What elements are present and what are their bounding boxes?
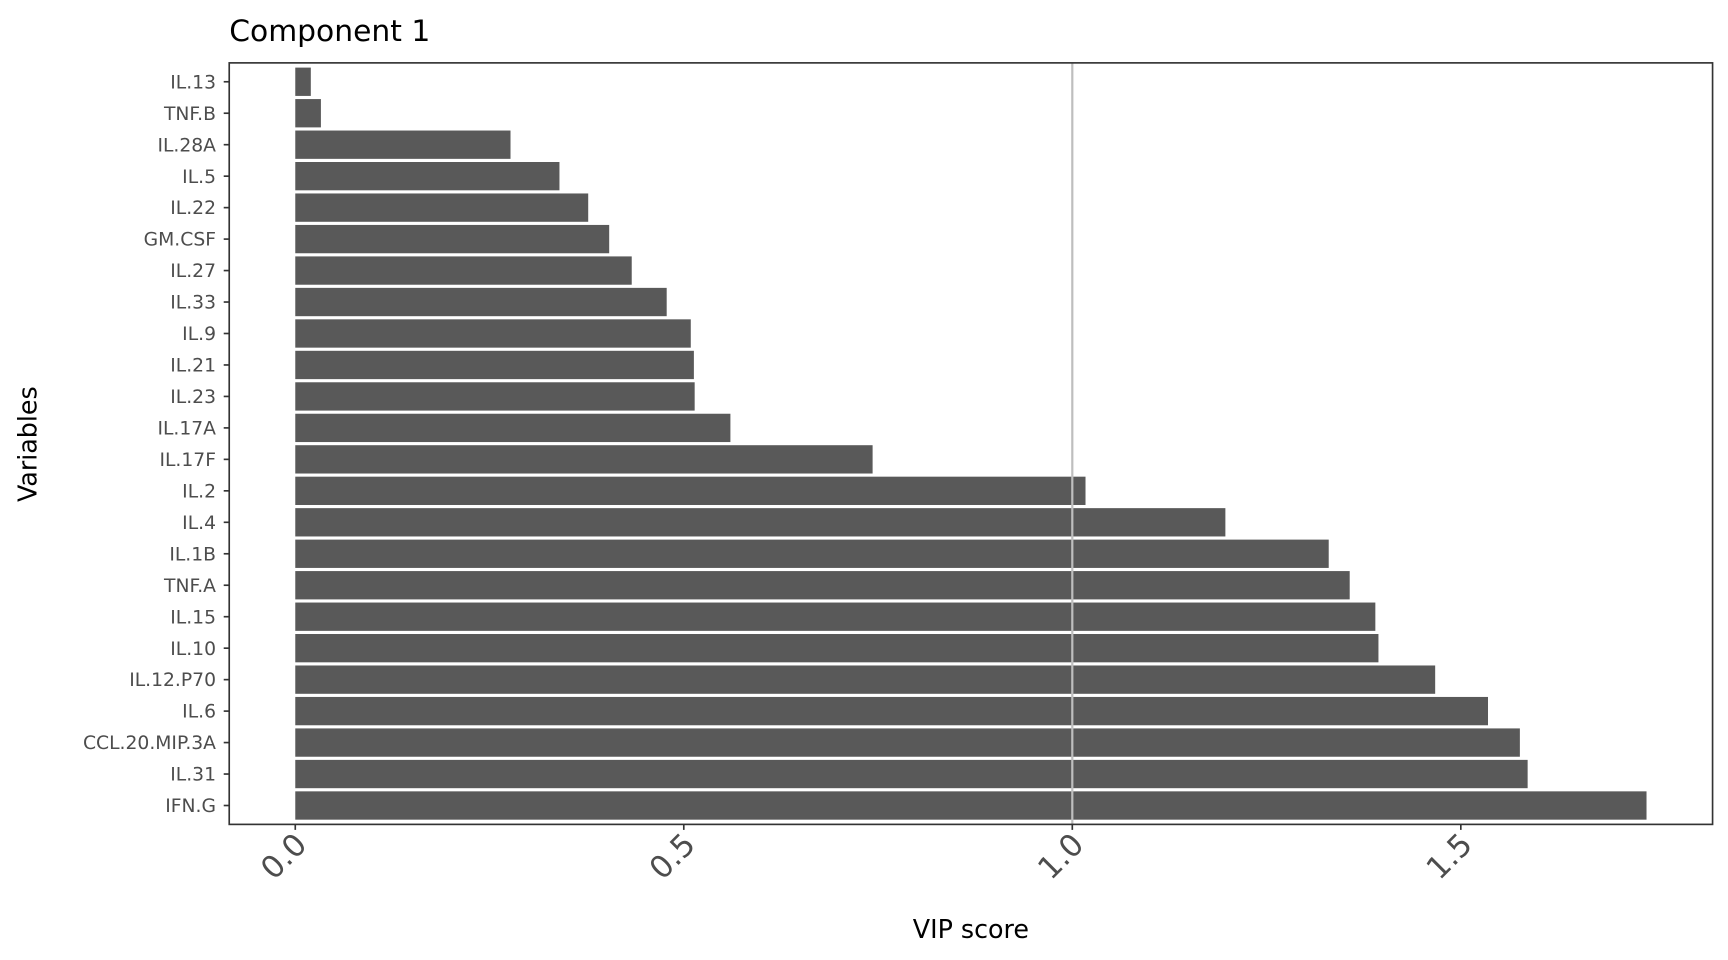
bar-IL.31 [295, 759, 1528, 789]
bar-IL.13 [295, 67, 311, 96]
y-tick-label: IL.22 [170, 198, 216, 219]
x-axis: 0.0 0.5 1.0 1.5 [254, 824, 1480, 887]
y-tick-label: GM.CSF [144, 230, 216, 251]
y-tick-label: IL.4 [182, 513, 216, 534]
bar-IL.15 [295, 602, 1376, 631]
y-tick-label: IL.1B [169, 544, 216, 565]
y-tick-label: IL.28A [157, 135, 216, 156]
bar-IL.4 [295, 508, 1226, 537]
bar-IL.17F [295, 445, 873, 474]
x-tick-label: 0.0 [254, 827, 314, 887]
y-tick-label: IL.2 [182, 481, 216, 502]
y-tick-label: IL.17F [159, 450, 216, 471]
y-tick-label: IL.13 [170, 72, 216, 93]
y-tick-label: IL.31 [170, 765, 216, 786]
chart-title: Component 1 [229, 14, 430, 49]
y-tick-label: IFN.G [165, 796, 216, 817]
bar-IL.17A [295, 413, 731, 443]
x-tick-label: 0.5 [643, 827, 703, 887]
bar-IL.10 [295, 634, 1379, 663]
bar-IL.12.P70 [295, 665, 1436, 694]
y-tick-label: IL.33 [170, 293, 216, 314]
y-tick-label: IL.5 [182, 167, 216, 188]
y-tick-label: IL.21 [170, 356, 216, 377]
x-tick-label: 1.0 [1031, 827, 1091, 887]
bar-TNF.B [295, 99, 321, 128]
bar-TNF.A [295, 571, 1350, 600]
bar-CCL.20.MIP.3A [295, 728, 1520, 757]
plot-panel-border [228, 62, 1714, 826]
y-tick-label: TNF.B [163, 104, 216, 125]
x-axis-label: VIP score [913, 914, 1029, 944]
bar-IL.22 [295, 193, 589, 222]
y-axis: IL.13 TNF.B IL.28A IL.5 IL.22 GM.CSF IL.27 IL.3… [83, 72, 230, 817]
bar-IL.27 [295, 256, 632, 285]
y-tick-label: IL.9 [182, 324, 216, 345]
y-tick-label: IL.23 [170, 387, 216, 408]
x-tick-label: 1.5 [1420, 827, 1480, 887]
bar-IL.21 [295, 350, 694, 380]
bar-IL.6 [295, 696, 1489, 726]
bar-IL.9 [295, 319, 691, 348]
bar-IL.1B [295, 539, 1329, 568]
bar-IL.33 [295, 287, 667, 317]
y-tick-label: IL.27 [170, 261, 216, 282]
y-axis-label: Variables [12, 386, 42, 502]
bar-IL.23 [295, 382, 695, 411]
y-tick-label: IL.10 [170, 639, 216, 660]
y-tick-label: CCL.20.MIP.3A [83, 733, 216, 754]
y-tick-label: IL.17A [157, 419, 216, 440]
bar-IL.5 [295, 161, 560, 191]
y-tick-label: IL.15 [170, 607, 216, 628]
y-tick-label: IL.12.P70 [129, 670, 216, 691]
bar-GM.CSF [295, 224, 610, 254]
bar-IL.2 [295, 476, 1086, 505]
bar-IFN.G [295, 791, 1647, 820]
bars-group [295, 67, 1647, 820]
bar-IL.28A [295, 130, 511, 159]
y-tick-label: IL.6 [182, 702, 216, 723]
y-tick-label: TNF.A [163, 576, 216, 597]
